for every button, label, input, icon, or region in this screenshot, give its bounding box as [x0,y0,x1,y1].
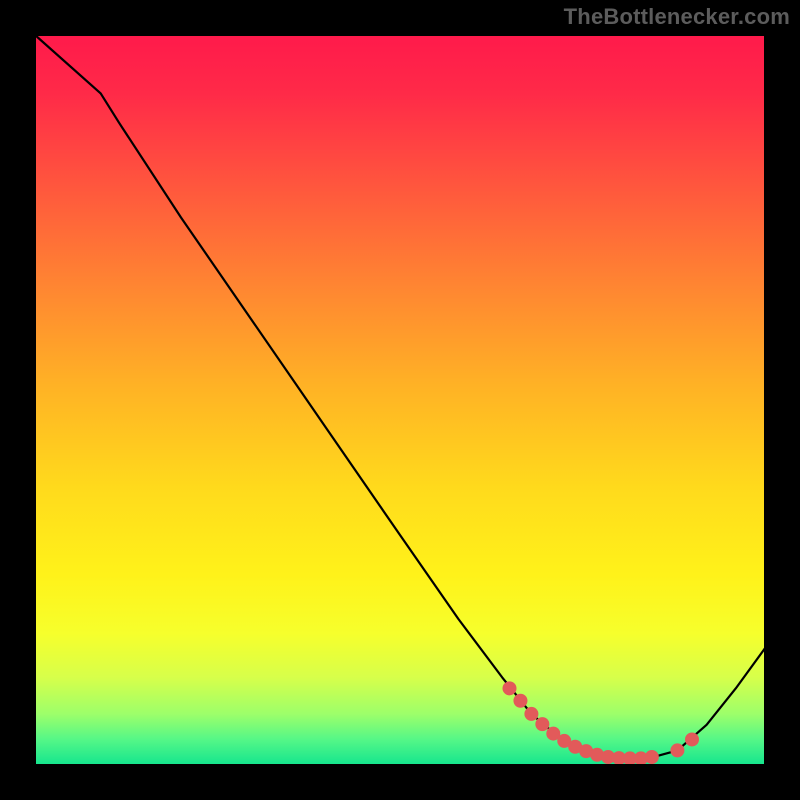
marker-dot [514,694,527,707]
marker-dot [686,733,699,746]
chart-root: TheBottlenecker.com [0,0,800,800]
marker-dot [525,707,538,720]
marker-dot [645,750,658,763]
gradient-panel [35,35,765,765]
watermark-text: TheBottlenecker.com [564,4,790,30]
marker-dot [536,718,549,731]
marker-dot [503,682,516,695]
marker-dot [671,744,684,757]
chart-svg [0,0,800,800]
